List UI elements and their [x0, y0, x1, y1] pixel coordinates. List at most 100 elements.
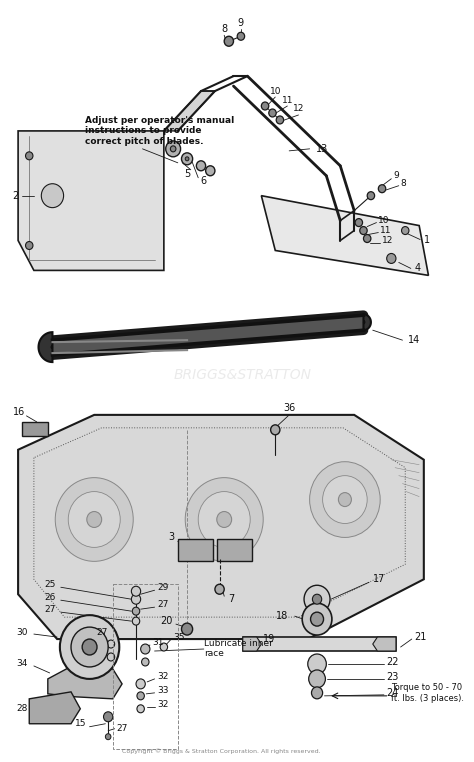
- Text: Lubricate inner
race: Lubricate inner race: [204, 639, 273, 658]
- Circle shape: [105, 734, 111, 740]
- Circle shape: [271, 425, 280, 435]
- Bar: [217, 539, 252, 562]
- Polygon shape: [48, 664, 122, 699]
- Text: 34: 34: [16, 659, 27, 668]
- Circle shape: [323, 475, 367, 523]
- Bar: [22, 422, 48, 436]
- Text: 29: 29: [157, 583, 169, 592]
- Text: Copyright © Briggs & Stratton Corporation. All rights reserved.: Copyright © Briggs & Stratton Corporatio…: [122, 748, 321, 754]
- Circle shape: [103, 712, 113, 722]
- Text: 9: 9: [238, 18, 244, 28]
- Polygon shape: [18, 415, 424, 639]
- Text: 27: 27: [44, 605, 55, 613]
- Circle shape: [308, 654, 326, 674]
- Circle shape: [237, 32, 245, 40]
- Text: 36: 36: [283, 403, 295, 413]
- Text: 30: 30: [16, 628, 27, 636]
- Circle shape: [185, 478, 263, 562]
- Text: 6: 6: [201, 176, 207, 186]
- Circle shape: [215, 584, 224, 594]
- Circle shape: [360, 226, 367, 235]
- Circle shape: [198, 491, 250, 547]
- Circle shape: [166, 141, 181, 157]
- Circle shape: [68, 491, 120, 547]
- Text: 27: 27: [157, 600, 169, 609]
- Text: 35: 35: [173, 632, 185, 642]
- Circle shape: [107, 653, 115, 661]
- Text: 10: 10: [378, 216, 390, 225]
- Circle shape: [310, 462, 380, 537]
- Circle shape: [378, 184, 386, 193]
- Circle shape: [269, 109, 276, 117]
- Text: 32: 32: [157, 672, 169, 681]
- Text: 7: 7: [228, 594, 235, 604]
- Circle shape: [60, 615, 119, 679]
- Text: 26: 26: [44, 593, 55, 602]
- Circle shape: [142, 658, 149, 666]
- Circle shape: [26, 152, 33, 160]
- Text: 16: 16: [12, 407, 25, 417]
- Polygon shape: [164, 91, 215, 131]
- Text: 12: 12: [382, 236, 393, 245]
- Bar: [178, 539, 213, 562]
- Circle shape: [387, 254, 396, 264]
- Circle shape: [355, 219, 363, 226]
- Text: 31: 31: [153, 638, 164, 646]
- Polygon shape: [243, 637, 261, 651]
- Text: Adjust per operator's manual
instructions to provide
correct pitch of blades.: Adjust per operator's manual instruction…: [85, 116, 234, 146]
- Text: 19: 19: [263, 634, 275, 644]
- Circle shape: [338, 492, 351, 507]
- Text: 17: 17: [373, 575, 385, 584]
- Text: 28: 28: [16, 704, 27, 713]
- Circle shape: [82, 639, 97, 655]
- Circle shape: [185, 157, 189, 161]
- Text: 14: 14: [408, 335, 420, 345]
- Text: 22: 22: [387, 657, 399, 667]
- Polygon shape: [18, 131, 164, 271]
- Text: 4: 4: [415, 264, 420, 274]
- Polygon shape: [29, 692, 80, 724]
- Text: 5: 5: [184, 168, 190, 179]
- Circle shape: [182, 623, 192, 635]
- Circle shape: [131, 594, 141, 604]
- Text: 9: 9: [393, 171, 399, 181]
- Circle shape: [261, 102, 269, 110]
- Polygon shape: [38, 332, 53, 362]
- Text: 10: 10: [270, 87, 281, 95]
- Circle shape: [132, 617, 140, 625]
- Circle shape: [170, 146, 176, 152]
- Circle shape: [132, 607, 140, 615]
- Circle shape: [310, 612, 324, 626]
- Circle shape: [182, 153, 192, 165]
- Text: 3: 3: [168, 533, 174, 543]
- Circle shape: [136, 679, 146, 689]
- Text: 27: 27: [96, 628, 107, 636]
- Circle shape: [224, 37, 234, 46]
- Circle shape: [276, 116, 283, 124]
- Text: 33: 33: [157, 687, 169, 696]
- Text: 12: 12: [293, 104, 304, 114]
- Polygon shape: [53, 315, 364, 355]
- Circle shape: [71, 627, 108, 667]
- Circle shape: [311, 687, 323, 699]
- Circle shape: [55, 478, 133, 562]
- Text: 13: 13: [316, 144, 328, 154]
- Circle shape: [41, 184, 64, 207]
- Text: 11: 11: [282, 95, 293, 104]
- Text: 25: 25: [44, 580, 55, 589]
- Circle shape: [26, 242, 33, 249]
- Polygon shape: [364, 314, 371, 330]
- Circle shape: [302, 604, 332, 635]
- Text: 24: 24: [387, 688, 399, 698]
- Circle shape: [217, 511, 232, 527]
- Text: Torque to 50 - 70
ft. lbs. (3 places).: Torque to 50 - 70 ft. lbs. (3 places).: [392, 684, 465, 703]
- Circle shape: [87, 511, 101, 527]
- Text: 11: 11: [380, 226, 392, 235]
- Circle shape: [309, 670, 326, 688]
- Circle shape: [364, 235, 371, 242]
- Circle shape: [312, 594, 322, 604]
- Text: 20: 20: [161, 616, 173, 626]
- Text: 27: 27: [117, 724, 128, 733]
- Text: 2: 2: [12, 190, 18, 200]
- Circle shape: [137, 705, 145, 712]
